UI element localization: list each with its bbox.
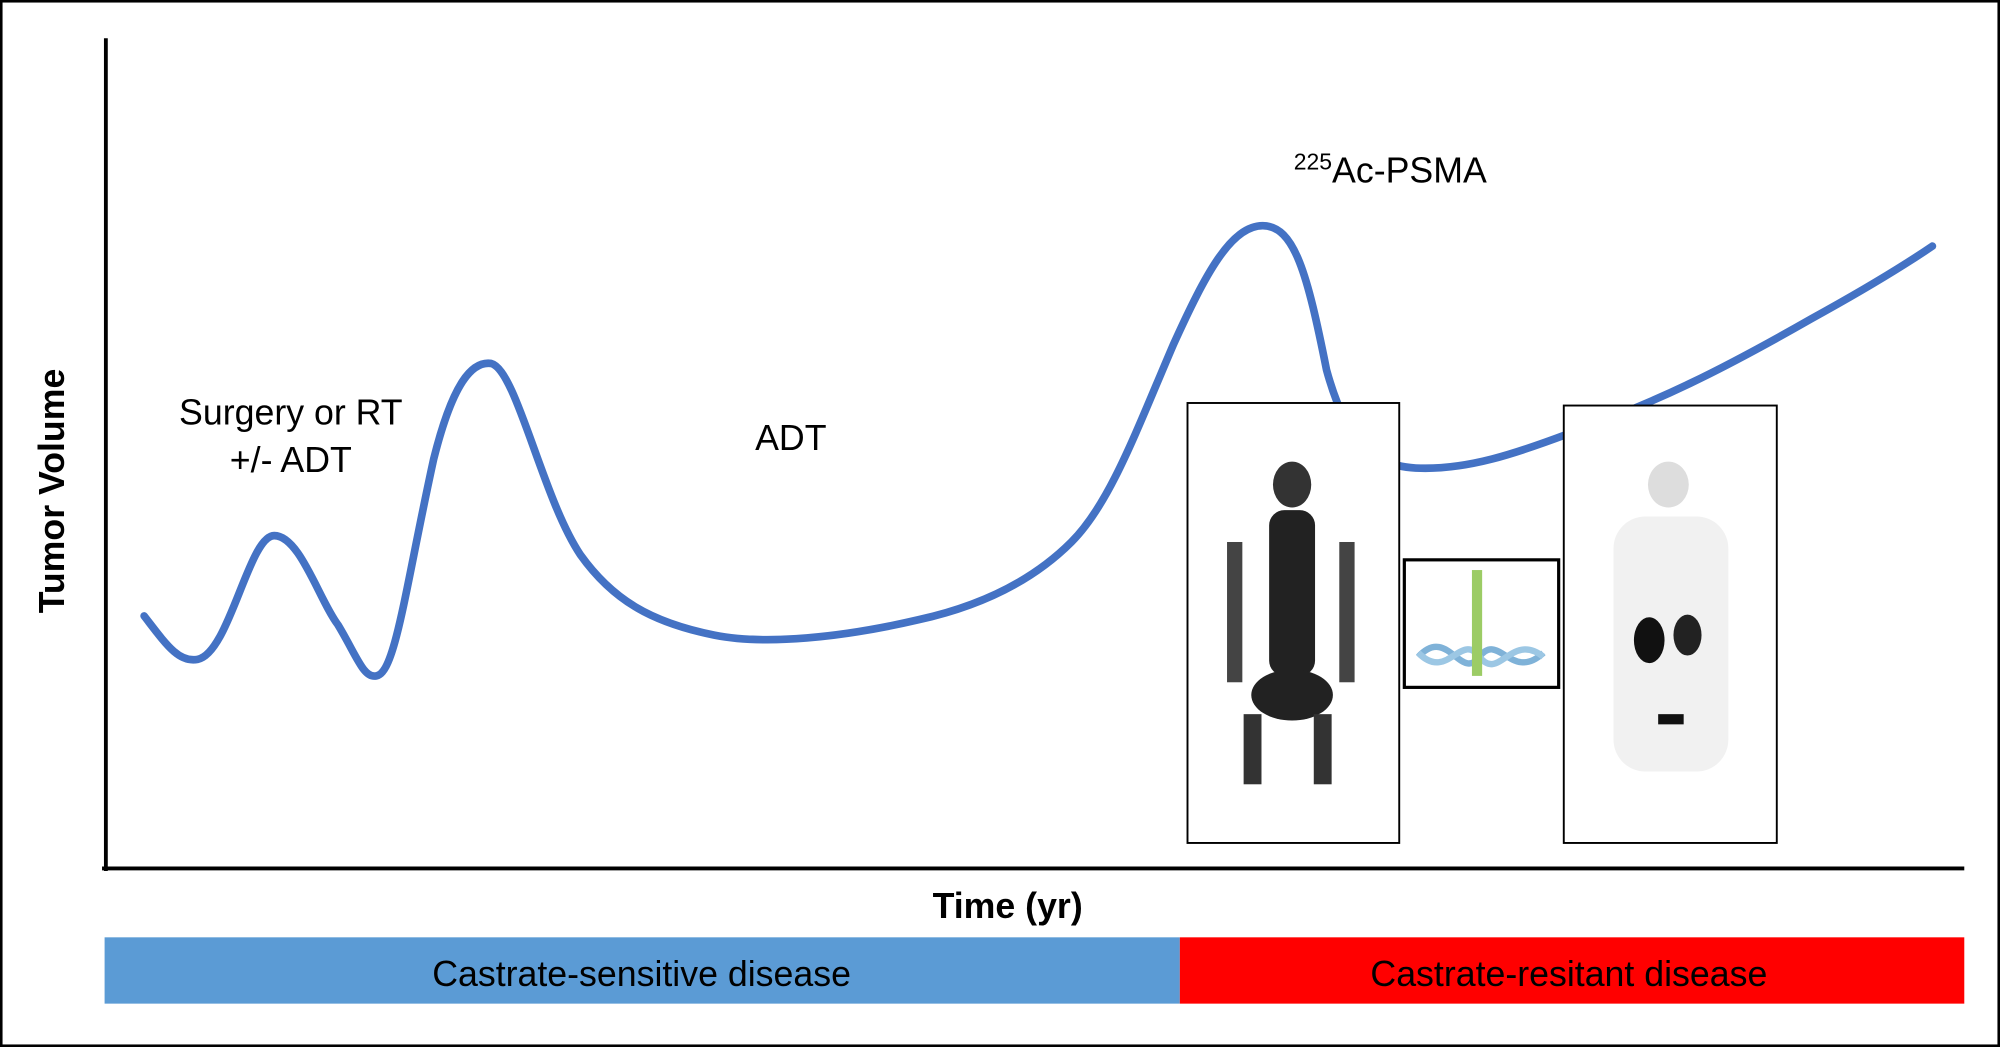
annotation: 225Ac-PSMA [1294,149,1487,191]
y-axis-label: Tumor Volume [32,369,72,614]
phase-label: Castrate-sensitive disease [432,954,851,994]
annotation: ADT [755,418,826,458]
x-axis-label: Time (yr) [933,886,1083,926]
phase-bar [1179,937,1965,1004]
annotation-text: Ac-PSMA [1332,150,1487,190]
dna-icon [1402,558,1561,689]
superscript: 225 [1294,149,1332,175]
scan-before [1186,402,1401,844]
phase-label: Castrate-resitant disease [1370,954,1767,994]
annotation: +/- ADT [230,440,352,480]
tumor-curve [140,221,1937,680]
scan-after [1562,404,1778,844]
annotation: Surgery or RT [179,393,403,433]
phase-bar [104,937,1180,1004]
